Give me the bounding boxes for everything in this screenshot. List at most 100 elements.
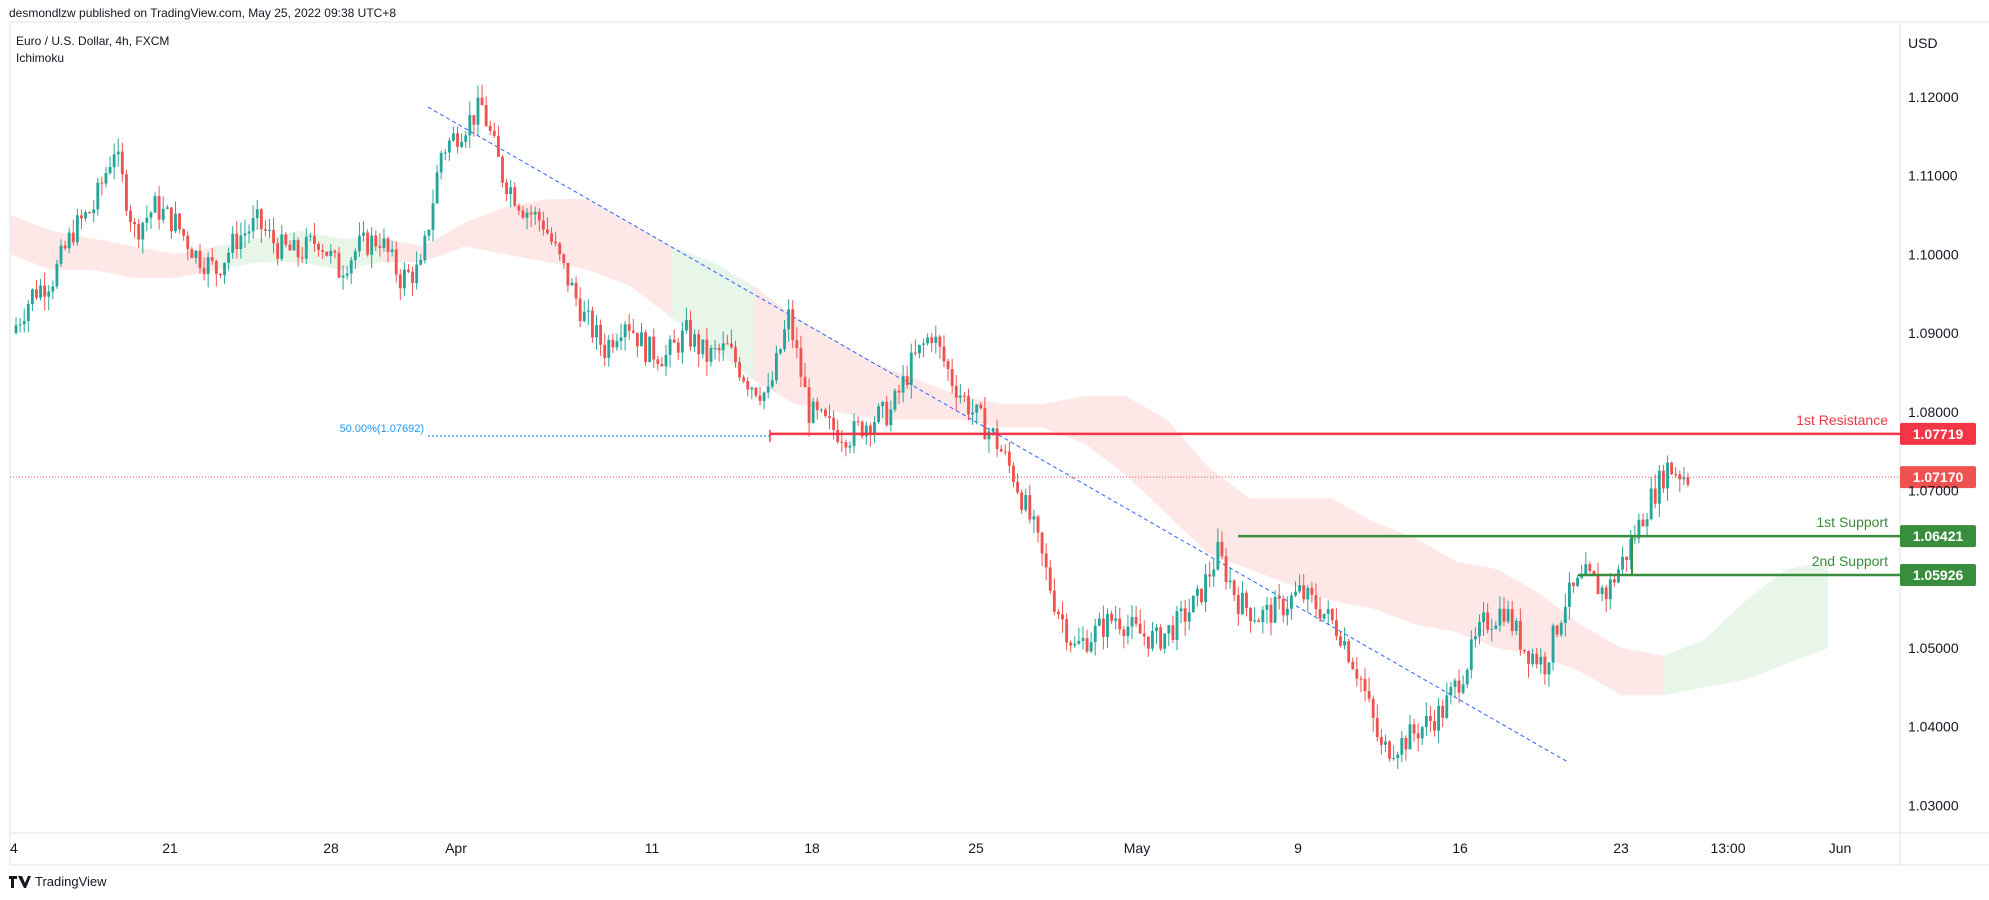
- candle-body[interactable]: [398, 274, 402, 289]
- candle-body[interactable]: [443, 152, 447, 154]
- candle-body[interactable]: [1584, 564, 1588, 575]
- candle-body[interactable]: [452, 133, 455, 141]
- candle-body[interactable]: [848, 445, 852, 448]
- candle-body[interactable]: [198, 250, 202, 269]
- candle-body[interactable]: [153, 196, 157, 213]
- candle-body[interactable]: [1179, 608, 1183, 612]
- candle-body[interactable]: [979, 404, 983, 409]
- candle-body[interactable]: [116, 151, 120, 155]
- candle-body[interactable]: [1302, 585, 1306, 600]
- candle-body[interactable]: [954, 385, 958, 398]
- candle-body[interactable]: [1555, 625, 1559, 635]
- candle-body[interactable]: [325, 251, 329, 256]
- candle-body[interactable]: [1657, 470, 1661, 504]
- candle-body[interactable]: [1420, 727, 1424, 739]
- candle-body[interactable]: [308, 235, 312, 237]
- candle-body[interactable]: [1183, 608, 1187, 622]
- candle-body[interactable]: [268, 230, 271, 232]
- candle-body[interactable]: [476, 97, 480, 125]
- candle-body[interactable]: [1567, 582, 1571, 607]
- candle-body[interactable]: [165, 207, 169, 209]
- candle-body[interactable]: [562, 254, 566, 263]
- candle-body[interactable]: [447, 140, 451, 153]
- candle-body[interactable]: [1249, 607, 1252, 622]
- candle-body[interactable]: [1142, 633, 1146, 637]
- candle-body[interactable]: [243, 233, 247, 236]
- candle-body[interactable]: [529, 212, 533, 215]
- candle-body[interactable]: [1314, 595, 1318, 610]
- candle-body[interactable]: [901, 376, 905, 393]
- candle-body[interactable]: [472, 115, 476, 125]
- candle-body[interactable]: [574, 282, 578, 299]
- candle-body[interactable]: [1294, 591, 1297, 596]
- candle-body[interactable]: [525, 212, 529, 218]
- candle-body[interactable]: [1171, 625, 1175, 640]
- candle-body[interactable]: [390, 249, 394, 252]
- candle-body[interactable]: [840, 441, 844, 443]
- candle-body[interactable]: [492, 130, 496, 136]
- candle-body[interactable]: [1326, 608, 1330, 614]
- candle-body[interactable]: [1195, 588, 1199, 596]
- candle-body[interactable]: [962, 395, 966, 397]
- candle-body[interactable]: [1396, 754, 1400, 758]
- candle-body[interactable]: [394, 249, 398, 275]
- candle-body[interactable]: [680, 330, 684, 353]
- candle-body[interactable]: [496, 135, 500, 157]
- candle-body[interactable]: [1666, 462, 1669, 489]
- candle-body[interactable]: [558, 243, 562, 255]
- candle-body[interactable]: [235, 233, 239, 249]
- candle-body[interactable]: [288, 244, 292, 251]
- candle-body[interactable]: [18, 324, 22, 326]
- candle-body[interactable]: [14, 325, 18, 334]
- candle-body[interactable]: [1379, 737, 1383, 745]
- candle-body[interactable]: [922, 343, 925, 345]
- candle-body[interactable]: [1040, 532, 1044, 554]
- candle-body[interactable]: [1228, 580, 1232, 583]
- candle-body[interactable]: [766, 386, 770, 393]
- candle-body[interactable]: [836, 429, 840, 442]
- candle-body[interactable]: [386, 238, 390, 252]
- candle-body[interactable]: [1347, 641, 1351, 662]
- candle-body[interactable]: [938, 336, 942, 347]
- candle-body[interactable]: [1057, 611, 1060, 615]
- candle-body[interactable]: [349, 260, 353, 274]
- candle-body[interactable]: [55, 263, 59, 287]
- candle-body[interactable]: [1167, 625, 1171, 634]
- candle-body[interactable]: [1428, 715, 1432, 721]
- candle-body[interactable]: [419, 259, 423, 265]
- candle-body[interactable]: [873, 422, 876, 434]
- candle-body[interactable]: [1502, 608, 1506, 622]
- candle-body[interactable]: [1453, 680, 1457, 687]
- candle-body[interactable]: [1384, 741, 1387, 745]
- candle-body[interactable]: [1138, 623, 1142, 634]
- candle-body[interactable]: [603, 344, 607, 358]
- candle-body[interactable]: [513, 187, 517, 206]
- candle-body[interactable]: [280, 234, 284, 259]
- candle-body[interactable]: [1159, 627, 1163, 649]
- candle-body[interactable]: [206, 257, 210, 275]
- candle-body[interactable]: [35, 289, 38, 298]
- candle-body[interactable]: [913, 352, 917, 354]
- candle-body[interactable]: [1093, 625, 1097, 643]
- candle-body[interactable]: [1007, 451, 1011, 466]
- candle-body[interactable]: [1404, 737, 1408, 750]
- candle-body[interactable]: [615, 341, 619, 348]
- candle-body[interactable]: [1126, 626, 1130, 637]
- candle-body[interactable]: [247, 231, 251, 234]
- candle-body[interactable]: [407, 269, 410, 272]
- candle-body[interactable]: [1482, 612, 1485, 623]
- candle-body[interactable]: [1645, 519, 1649, 527]
- candle-body[interactable]: [595, 324, 598, 338]
- candle-body[interactable]: [1003, 451, 1007, 453]
- candle-body[interactable]: [1600, 587, 1604, 595]
- candle-body[interactable]: [133, 221, 137, 225]
- candle-body[interactable]: [182, 229, 186, 236]
- candle-body[interactable]: [697, 334, 701, 355]
- candle-body[interactable]: [1375, 717, 1379, 738]
- candle-body[interactable]: [975, 404, 979, 413]
- candle-body[interactable]: [541, 220, 545, 230]
- candle-body[interactable]: [1265, 604, 1269, 610]
- candle-body[interactable]: [1392, 757, 1396, 759]
- candle-body[interactable]: [317, 243, 320, 250]
- candle-body[interactable]: [1306, 587, 1310, 600]
